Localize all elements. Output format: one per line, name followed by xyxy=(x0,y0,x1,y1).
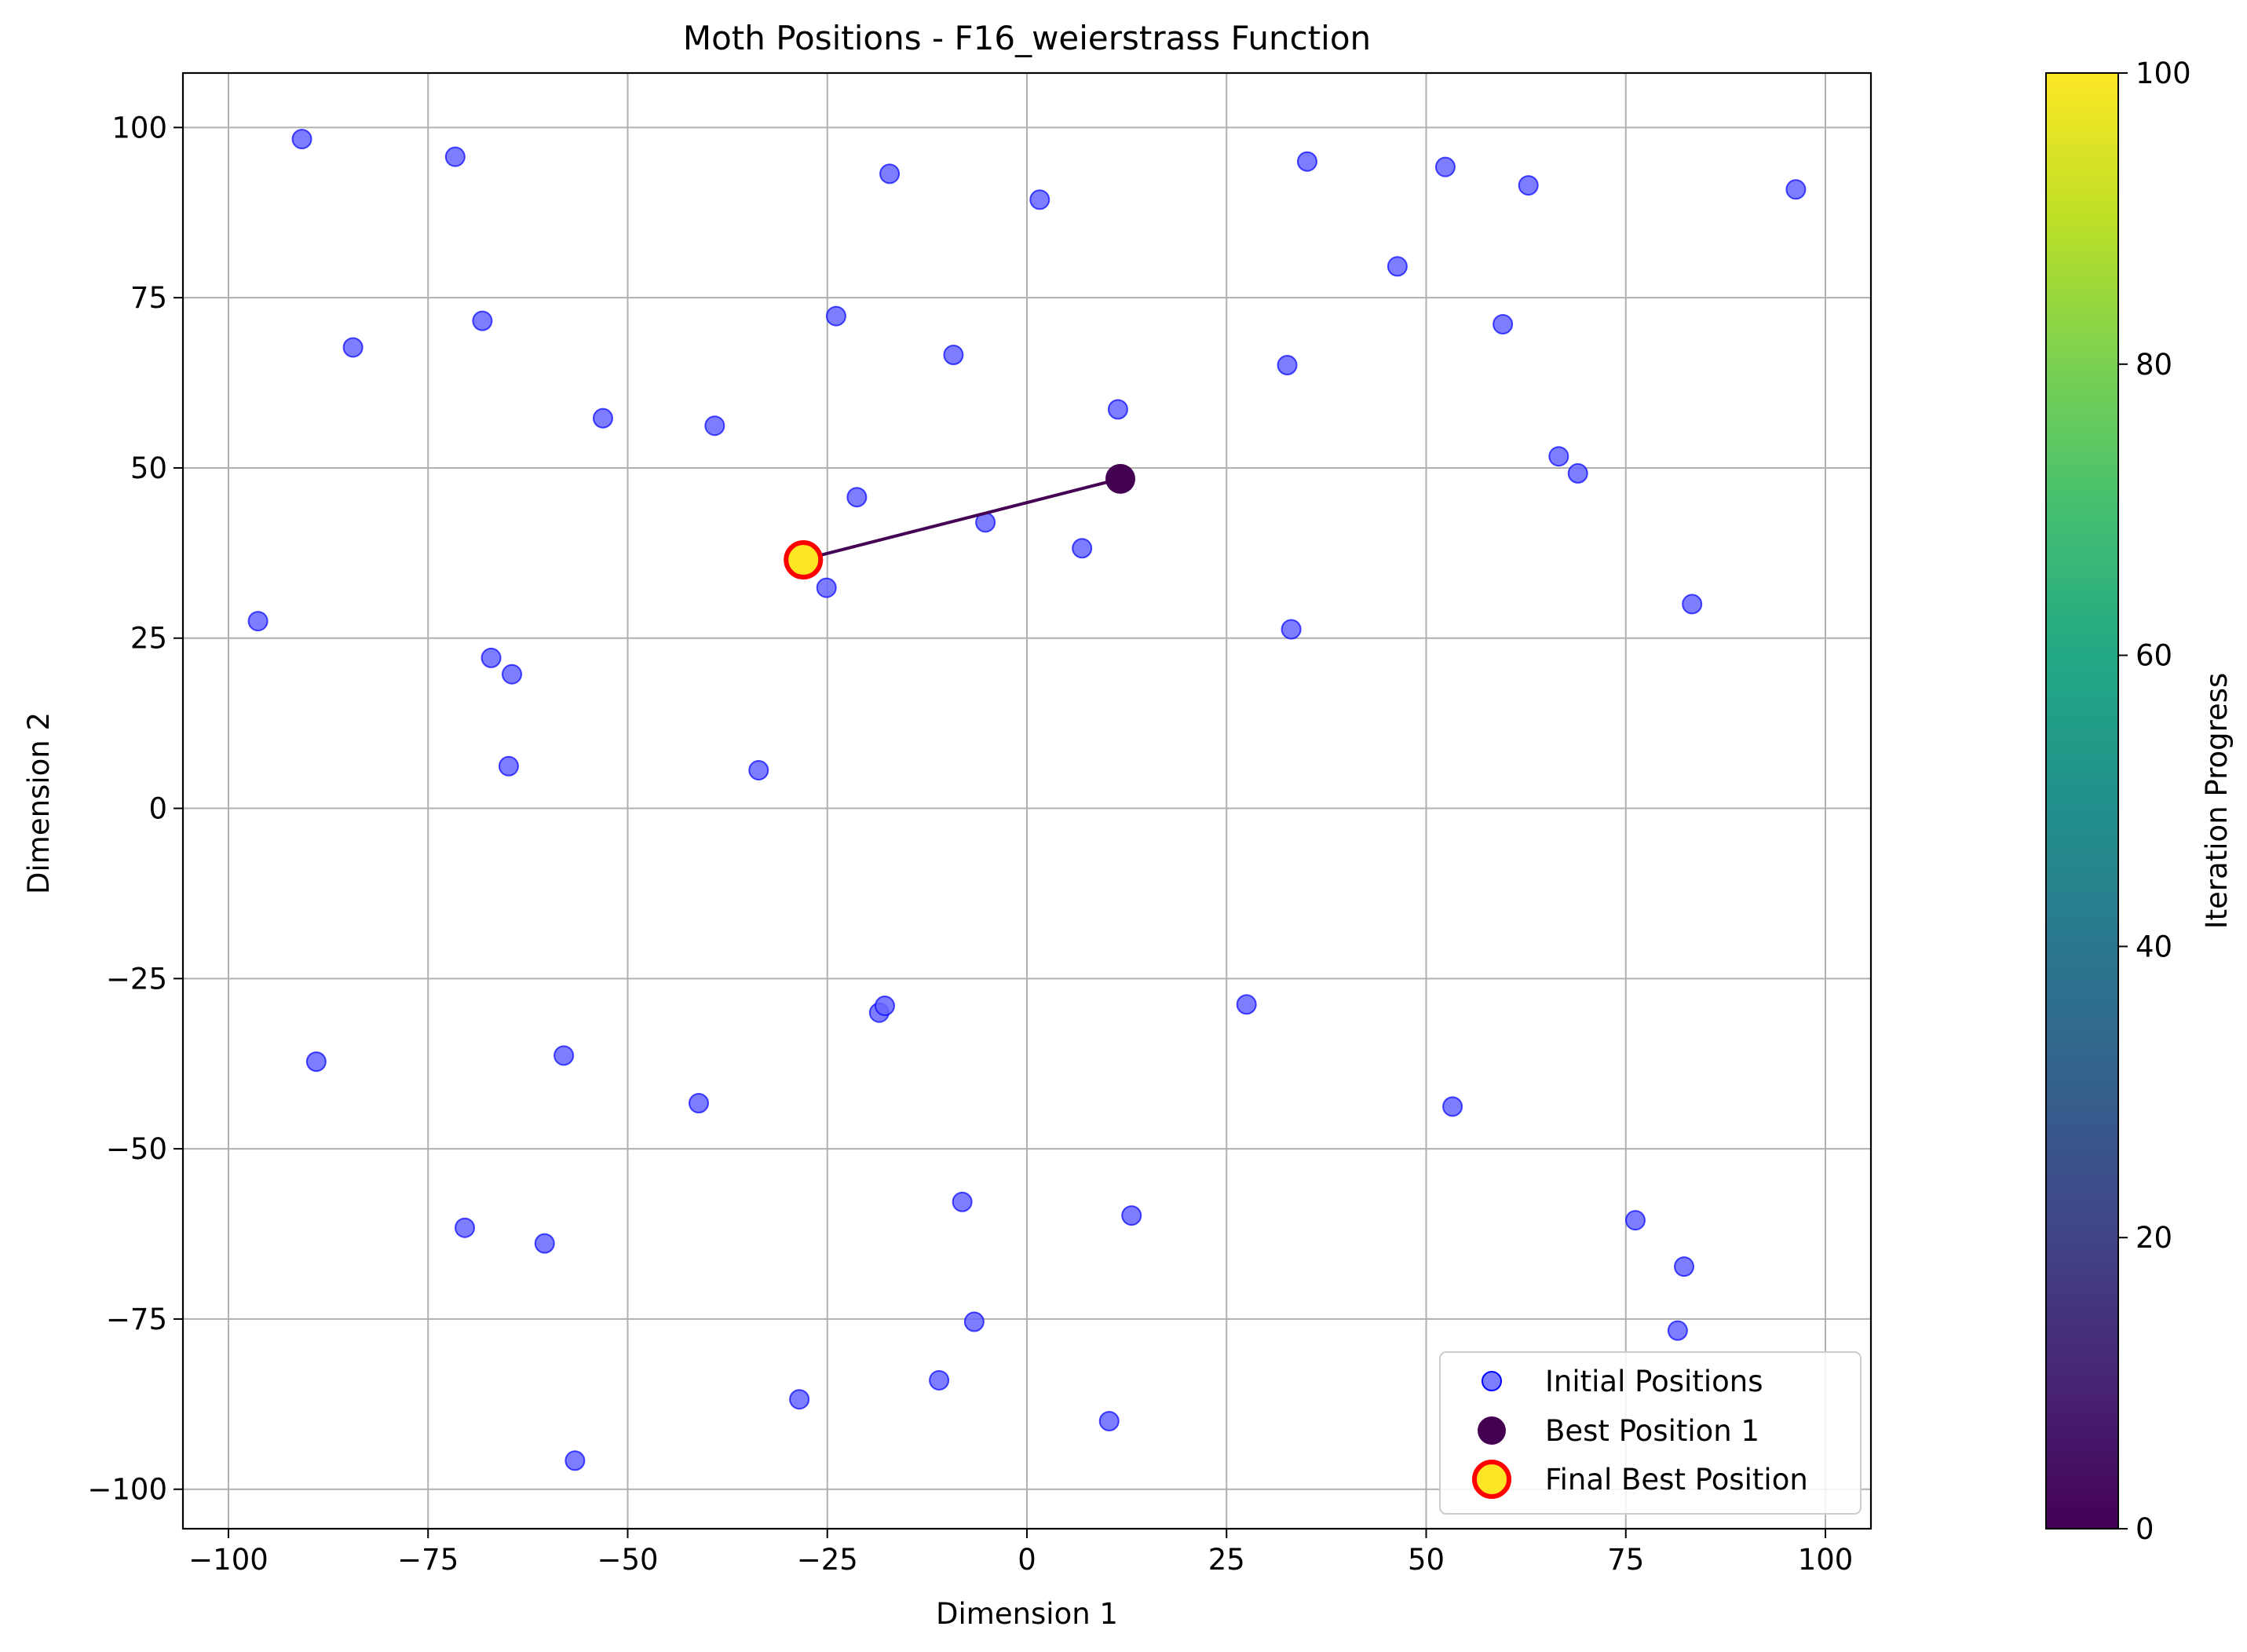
movement-arrow xyxy=(814,477,1121,557)
x-tick-label: 50 xyxy=(1408,1543,1445,1577)
initial-position-point xyxy=(480,647,502,668)
initial-position-point xyxy=(689,1093,710,1114)
initial-position-point xyxy=(1121,1205,1142,1226)
initial-position-point xyxy=(1667,1320,1688,1341)
initial-position-point xyxy=(592,408,613,429)
initial-position-point xyxy=(816,577,837,598)
plot-frame xyxy=(181,71,1872,1530)
initial-position-point xyxy=(305,1051,327,1073)
colorbar-tick-label: 0 xyxy=(2136,1512,2154,1546)
initial-position-point xyxy=(1236,994,1257,1015)
y-tick-label: −25 xyxy=(106,962,167,996)
initial-position-point xyxy=(704,415,725,437)
y-axis-label: Dimension 2 xyxy=(22,712,56,894)
initial-position-point xyxy=(963,1311,985,1332)
legend: Initial Positions Best Position 1 Final … xyxy=(1439,1351,1862,1515)
colorbar-ticks: 0 20 40 60 80 100 xyxy=(2118,57,2191,1546)
initial-position-point xyxy=(929,1369,950,1391)
initial-position-point xyxy=(1281,619,1302,640)
initial-position-point xyxy=(1493,313,1514,334)
initial-position-point xyxy=(498,755,519,777)
x-tick-label: 100 xyxy=(1798,1543,1854,1577)
initial-position-point xyxy=(534,1233,555,1254)
initial-position-point xyxy=(1785,179,1807,200)
initial-position-point xyxy=(789,1389,810,1410)
legend-box xyxy=(1439,1351,1862,1515)
legend-marker-final-best xyxy=(1472,1460,1511,1499)
initial-position-point xyxy=(1098,1410,1120,1431)
initial-position-point xyxy=(1682,594,1703,615)
colorbar-tick-label: 40 xyxy=(2136,930,2172,963)
initial-position-point xyxy=(247,611,269,632)
legend-label-initial: Initial Positions xyxy=(1545,1365,1763,1398)
x-tick-label: 75 xyxy=(1607,1543,1644,1577)
colorbar-label: Iteration Progress xyxy=(2200,673,2234,930)
initial-position-point xyxy=(1072,538,1093,559)
x-tick-label: 0 xyxy=(1018,1543,1036,1577)
colorbar-gradient xyxy=(2045,72,2119,1530)
initial-position-point xyxy=(1442,1096,1463,1117)
initial-position-point xyxy=(1029,189,1050,210)
y-tick-label: 0 xyxy=(148,792,167,826)
initial-position-point xyxy=(1107,399,1128,420)
initial-position-point xyxy=(1624,1210,1646,1231)
initial-position-point xyxy=(748,759,769,780)
initial-position-point xyxy=(1567,462,1588,484)
initial-position-point xyxy=(952,1191,973,1212)
initial-position-point xyxy=(1548,446,1569,467)
x-tick-label: −100 xyxy=(188,1543,269,1577)
colorbar-tick-label: 80 xyxy=(2136,348,2172,382)
x-tick-label: −75 xyxy=(397,1543,459,1577)
initial-position-point xyxy=(342,337,364,358)
chart-title: Moth Positions - F16_weierstrass Functio… xyxy=(683,19,1371,57)
y-tick-label: 75 xyxy=(130,281,167,315)
initial-position-point xyxy=(1518,175,1539,196)
y-tick-label: −75 xyxy=(106,1303,167,1336)
legend-label-final-best: Final Best Position xyxy=(1545,1463,1808,1497)
initial-position-point xyxy=(874,996,895,1017)
initial-position-point xyxy=(1387,256,1408,277)
y-tick-label: 25 xyxy=(130,622,167,656)
y-tick-label: −100 xyxy=(87,1473,167,1507)
initial-position-point xyxy=(1277,355,1298,376)
initial-position-point xyxy=(502,663,523,685)
x-tick-label: −25 xyxy=(797,1543,858,1577)
initial-position-point xyxy=(444,146,466,167)
grid xyxy=(183,73,1871,1529)
final-best-position-point xyxy=(784,540,824,580)
x-tick-label: 25 xyxy=(1208,1543,1245,1577)
initial-position-point xyxy=(554,1045,575,1066)
initial-position-point xyxy=(825,305,846,327)
axis-ticks: −100 −75 −50 −25 0 25 50 75 100 −100 −75 −50 −25 0 25 5… xyxy=(87,111,1853,1577)
x-tick-label: −50 xyxy=(597,1543,658,1577)
initial-position-point xyxy=(943,345,964,366)
initial-position-point xyxy=(564,1450,586,1471)
initial-position-point xyxy=(455,1217,476,1238)
y-tick-label: 100 xyxy=(111,111,167,144)
best-position-1-point xyxy=(1105,463,1135,494)
initial-position-point xyxy=(1296,151,1317,172)
initial-position-point xyxy=(291,129,312,150)
initial-position-point xyxy=(879,163,901,185)
initial-position-point xyxy=(846,487,868,508)
y-tick-label: 50 xyxy=(130,451,167,485)
legend-label-best-1: Best Position 1 xyxy=(1545,1414,1759,1448)
colorbar: 0 20 40 60 80 100 Iteration Progress xyxy=(2045,57,2234,1546)
initial-position-point xyxy=(1434,156,1456,177)
y-tick-label: −50 xyxy=(106,1132,167,1166)
initial-position-point xyxy=(1674,1256,1695,1277)
x-axis-label: Dimension 1 xyxy=(936,1597,1118,1631)
legend-marker-initial xyxy=(1482,1371,1502,1391)
scatter-points xyxy=(247,129,1807,1471)
highlight-points xyxy=(784,463,1135,580)
legend-marker-best-1 xyxy=(1478,1416,1506,1445)
colorbar-tick-label: 20 xyxy=(2136,1221,2172,1255)
colorbar-tick-label: 60 xyxy=(2136,639,2172,673)
initial-position-point xyxy=(472,310,493,331)
colorbar-tick-label: 100 xyxy=(2136,57,2191,90)
